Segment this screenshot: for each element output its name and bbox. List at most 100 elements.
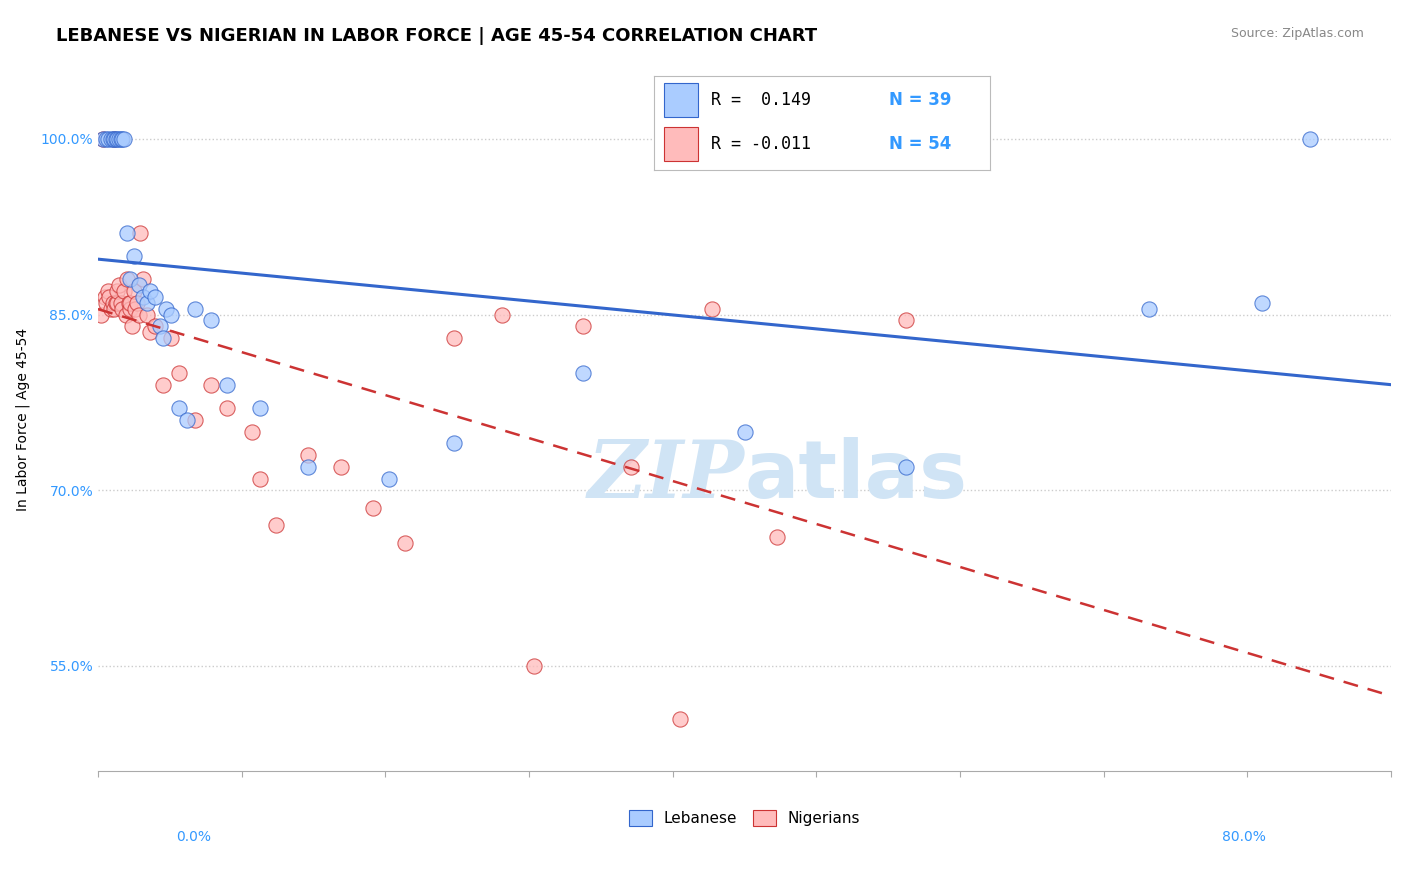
Point bbox=[115, 272, 138, 286]
Point bbox=[184, 413, 207, 427]
Y-axis label: In Labor Force | Age 45-54: In Labor Force | Age 45-54 bbox=[15, 328, 30, 511]
Point bbox=[111, 132, 134, 146]
Point bbox=[97, 284, 120, 298]
Point bbox=[734, 425, 756, 439]
Point bbox=[297, 459, 319, 474]
Point bbox=[329, 459, 352, 474]
Point bbox=[129, 226, 152, 240]
Point bbox=[152, 377, 174, 392]
Text: 0.0%: 0.0% bbox=[176, 830, 211, 844]
Point bbox=[91, 132, 114, 146]
Point bbox=[139, 284, 162, 298]
Point bbox=[159, 331, 181, 345]
Point bbox=[523, 659, 546, 673]
Point bbox=[135, 308, 157, 322]
Point bbox=[894, 459, 917, 474]
Point bbox=[184, 301, 207, 316]
Point bbox=[200, 377, 222, 392]
Point bbox=[100, 301, 122, 316]
Point bbox=[1137, 301, 1160, 316]
Point bbox=[124, 301, 146, 316]
Point bbox=[620, 459, 643, 474]
Point bbox=[110, 132, 132, 146]
Point bbox=[200, 313, 222, 327]
Point bbox=[139, 325, 162, 339]
Point bbox=[103, 301, 125, 316]
Point bbox=[96, 132, 118, 146]
Point bbox=[702, 301, 724, 316]
Point bbox=[91, 132, 114, 146]
Point bbox=[143, 319, 166, 334]
Point bbox=[240, 425, 263, 439]
Point bbox=[491, 308, 513, 322]
Text: atlas: atlas bbox=[745, 437, 967, 516]
Point bbox=[443, 331, 465, 345]
Point bbox=[135, 295, 157, 310]
Point bbox=[115, 226, 138, 240]
Point bbox=[108, 278, 131, 293]
Point bbox=[766, 530, 789, 544]
Point bbox=[143, 290, 166, 304]
Point bbox=[1250, 295, 1272, 310]
Point bbox=[100, 132, 122, 146]
Point bbox=[107, 284, 129, 298]
Point bbox=[894, 313, 917, 327]
Point bbox=[361, 500, 384, 515]
Point bbox=[155, 301, 177, 316]
Point bbox=[101, 132, 124, 146]
Point bbox=[120, 272, 142, 286]
Point bbox=[249, 471, 271, 485]
Point bbox=[217, 377, 239, 392]
Point bbox=[1299, 132, 1322, 146]
Text: Source: ZipAtlas.com: Source: ZipAtlas.com bbox=[1230, 27, 1364, 40]
Point bbox=[167, 366, 190, 380]
Text: 80.0%: 80.0% bbox=[1222, 830, 1265, 844]
Point bbox=[669, 712, 692, 726]
Point bbox=[378, 471, 401, 485]
Text: ZIP: ZIP bbox=[588, 437, 745, 515]
Point bbox=[176, 413, 198, 427]
Point bbox=[111, 301, 134, 316]
Point bbox=[110, 295, 132, 310]
Point bbox=[217, 401, 239, 416]
Point bbox=[297, 448, 319, 462]
Point bbox=[107, 132, 129, 146]
Point bbox=[167, 401, 190, 416]
Point bbox=[121, 319, 143, 334]
Point bbox=[93, 290, 115, 304]
Point bbox=[128, 278, 150, 293]
Point bbox=[264, 518, 287, 533]
Point bbox=[249, 401, 271, 416]
Point bbox=[97, 132, 120, 146]
Point bbox=[96, 295, 118, 310]
Legend: Lebanese, Nigerians: Lebanese, Nigerians bbox=[621, 803, 868, 834]
Point bbox=[120, 295, 142, 310]
Point bbox=[572, 319, 595, 334]
Point bbox=[572, 366, 595, 380]
Point bbox=[104, 295, 127, 310]
Point bbox=[152, 331, 174, 345]
Point bbox=[132, 272, 155, 286]
Point bbox=[107, 295, 129, 310]
Point bbox=[104, 132, 127, 146]
Point bbox=[443, 436, 465, 450]
Point bbox=[159, 308, 181, 322]
Point bbox=[394, 536, 416, 550]
Text: LEBANESE VS NIGERIAN IN LABOR FORCE | AGE 45-54 CORRELATION CHART: LEBANESE VS NIGERIAN IN LABOR FORCE | AG… bbox=[56, 27, 817, 45]
Point bbox=[101, 295, 124, 310]
Point bbox=[103, 132, 125, 146]
Point bbox=[118, 295, 141, 310]
Point bbox=[148, 319, 170, 334]
Point bbox=[125, 295, 148, 310]
Point bbox=[120, 301, 142, 316]
Point bbox=[98, 290, 121, 304]
Point bbox=[90, 308, 112, 322]
Point bbox=[132, 290, 155, 304]
Point bbox=[122, 249, 145, 263]
Point bbox=[114, 308, 136, 322]
Point bbox=[122, 284, 145, 298]
Point bbox=[112, 132, 135, 146]
Point bbox=[112, 284, 135, 298]
Point bbox=[103, 132, 125, 146]
Point bbox=[108, 132, 131, 146]
